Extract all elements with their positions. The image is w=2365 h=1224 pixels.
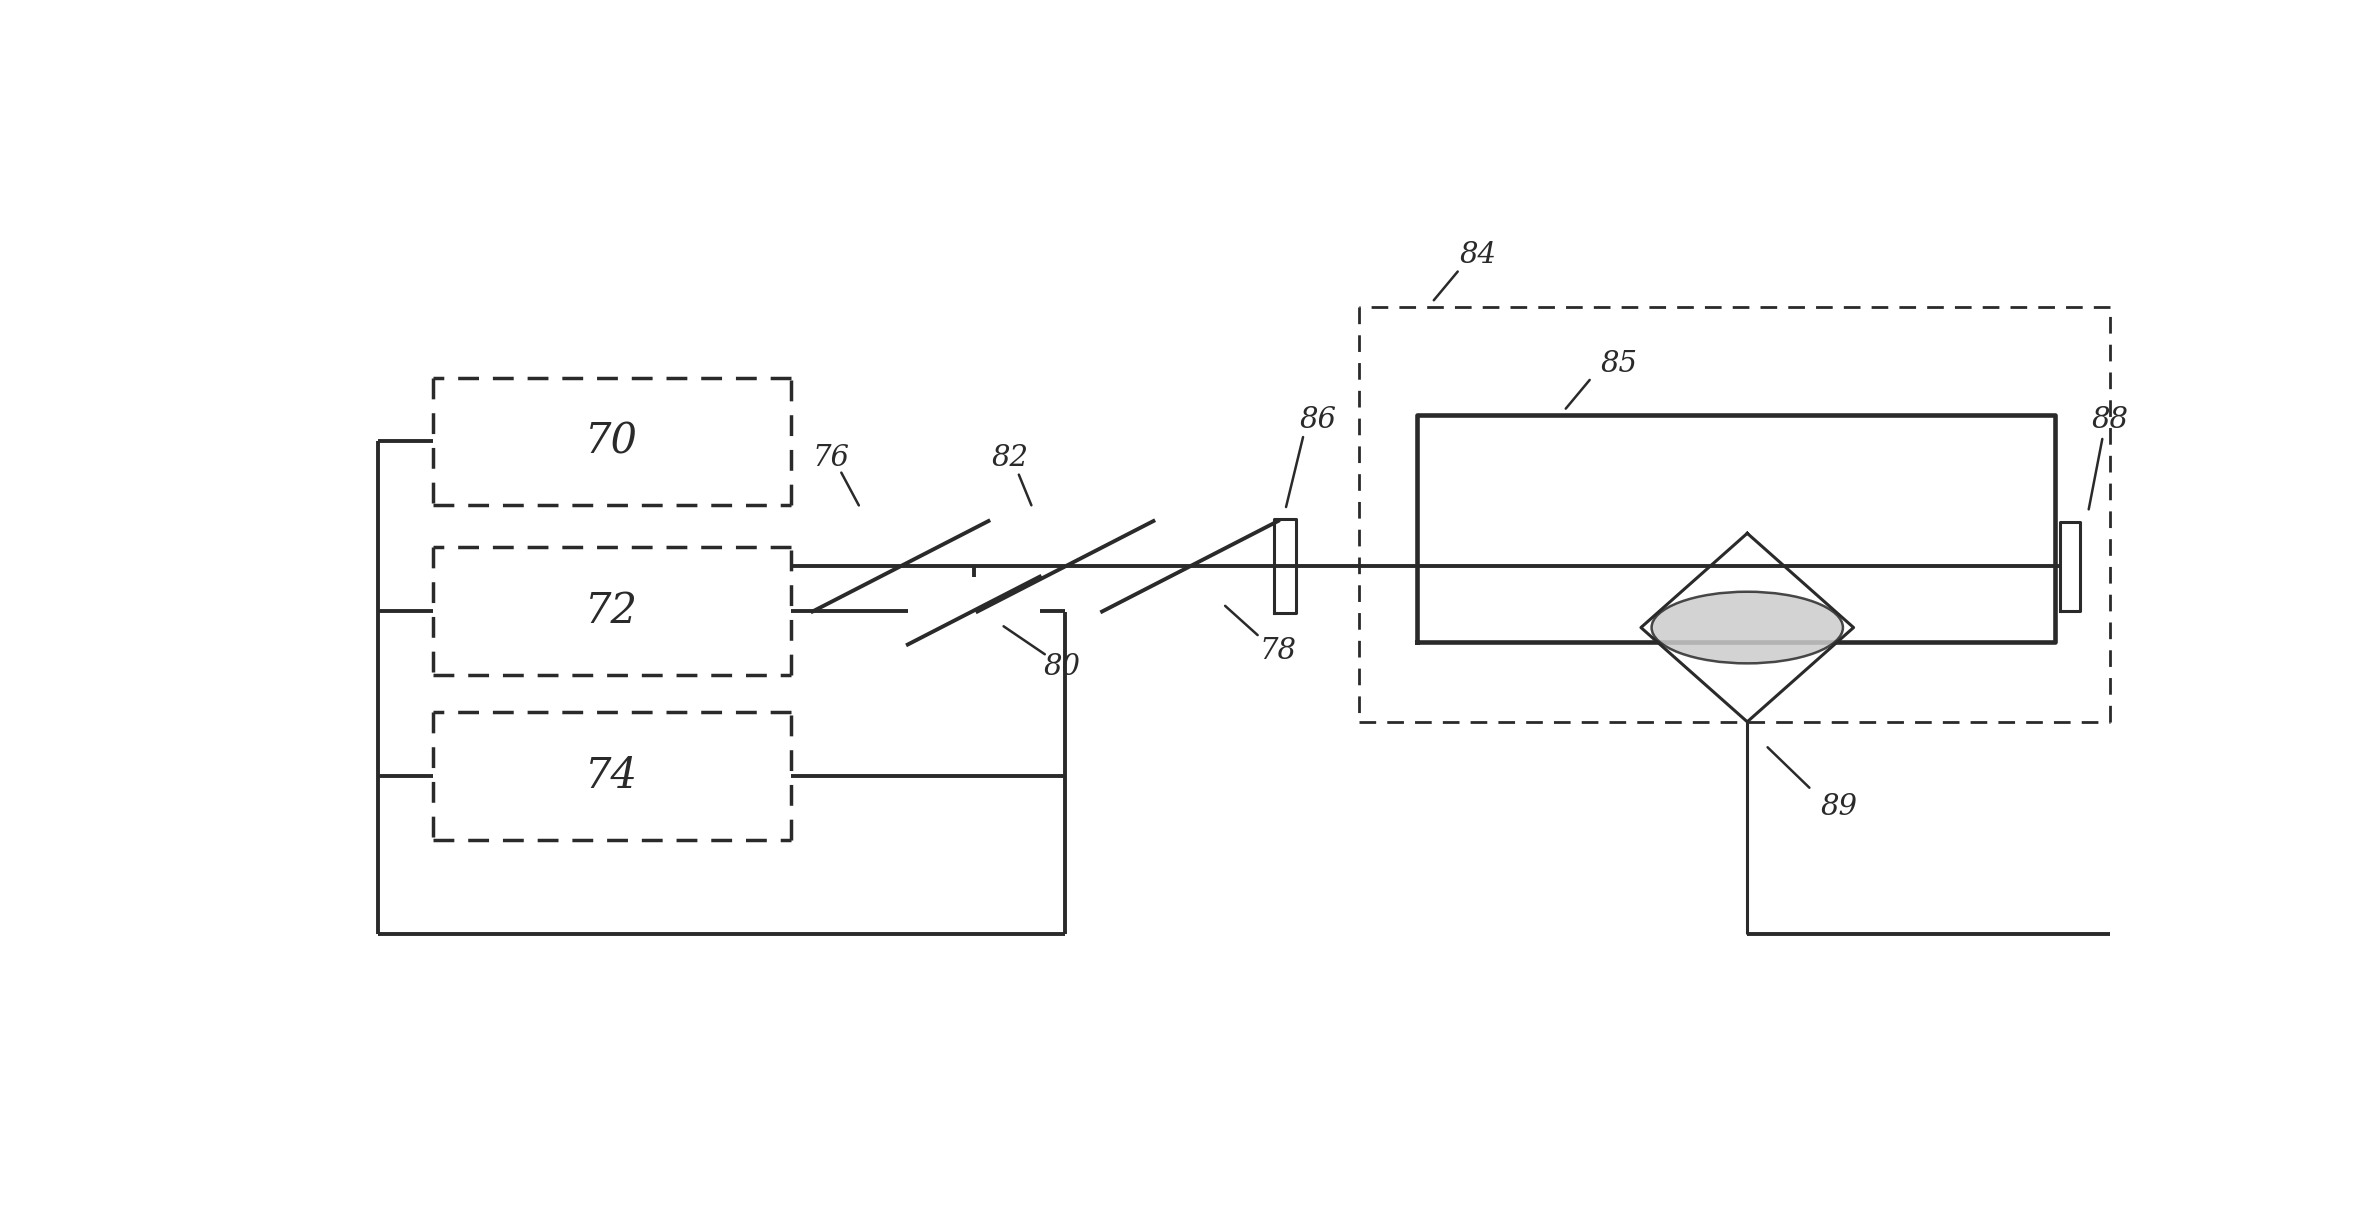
Text: 82: 82 [991, 444, 1029, 472]
Text: 89: 89 [1821, 793, 1857, 820]
Text: 72: 72 [584, 590, 639, 632]
Ellipse shape [1651, 591, 1842, 663]
Text: 88: 88 [2091, 406, 2128, 435]
Text: 85: 85 [1601, 350, 1637, 378]
Text: 84: 84 [1459, 241, 1497, 269]
Text: 80: 80 [1043, 654, 1081, 681]
Text: 70: 70 [584, 420, 639, 463]
Text: 74: 74 [584, 755, 639, 797]
Text: 86: 86 [1301, 406, 1336, 435]
Text: 78: 78 [1261, 638, 1296, 665]
Text: 76: 76 [811, 444, 849, 472]
